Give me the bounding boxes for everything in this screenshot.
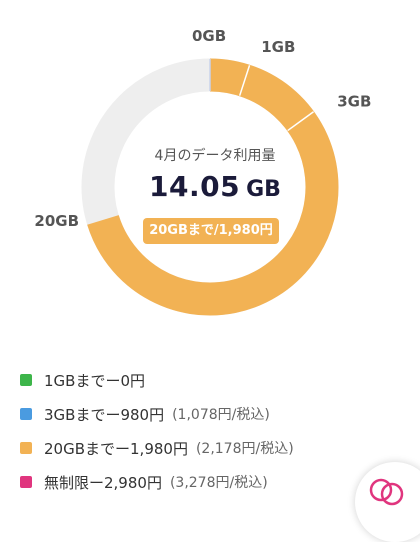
legend-label: 無制限ー2,980円 [44, 473, 162, 492]
legend-swatch [20, 408, 32, 420]
legend-label: 3GBまでー980円 [44, 405, 165, 424]
usage-number: 14.05 [149, 170, 241, 203]
legend-item-unlimited: 無制限ー2,980円 (3,278円/税込) [20, 465, 420, 499]
tier-label-1gb: 1GB [261, 38, 295, 56]
usage-unit: GB [246, 177, 281, 202]
legend-tax-note: (3,278円/税込) [169, 475, 268, 491]
plan-legend: 1GBまでー0円 3GBまでー980円 (1,078円/税込) 20GBまでー1… [20, 363, 420, 499]
tier-label-0gb: 0GB [192, 27, 226, 45]
legend-label: 20GBまでー1,980円 [44, 439, 188, 458]
legend-tax-note: (1,078円/税込) [172, 407, 270, 423]
chat-button[interactable] [355, 462, 420, 542]
legend-item-3gb: 3GBまでー980円 (1,078円/税込) [20, 397, 420, 431]
tier-label-20gb: 20GB [34, 212, 79, 230]
tier-label-3gb: 3GB [337, 93, 371, 111]
tier-tick-1gb [238, 65, 251, 96]
legend-swatch [20, 374, 32, 386]
usage-ring: 0GB 1GB 3GB 20GB [34, 27, 371, 316]
legend-swatch [20, 476, 32, 488]
legend-label: 1GBまでー0円 [44, 371, 146, 390]
chat-bubbles-icon [369, 478, 404, 506]
usage-amount: 14.05 GB [110, 170, 320, 203]
tier-tick-3gb [287, 111, 314, 132]
legend-swatch [20, 442, 32, 454]
legend-item-1gb: 1GBまでー0円 [20, 363, 420, 397]
ring-used-arc [87, 58, 339, 316]
usage-caption: 4月のデータ利用量 [154, 148, 276, 164]
legend-item-20gb: 20GBまでー1,980円 (2,178円/税込) [20, 431, 420, 465]
usage-gauge: 0GB 1GB 3GB 20GB 4月のデータ利用量 14.05 GB 20GBまで/1… [34, 27, 371, 316]
legend-tax-note: (2,178円/税込) [195, 441, 294, 457]
current-plan-badge: 20GBまで/1,980円 [143, 218, 279, 244]
